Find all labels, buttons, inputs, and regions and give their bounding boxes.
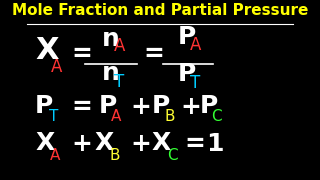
- Text: T: T: [49, 109, 58, 124]
- Text: Mole Fraction and Partial Pressure: Mole Fraction and Partial Pressure: [12, 3, 308, 19]
- Text: +: +: [130, 95, 151, 119]
- Text: =: =: [144, 42, 164, 66]
- Text: A: A: [114, 37, 125, 55]
- Text: A: A: [50, 148, 60, 163]
- Text: B: B: [164, 109, 175, 124]
- Text: X: X: [152, 131, 171, 155]
- Text: A: A: [111, 109, 122, 124]
- Text: T: T: [114, 73, 124, 91]
- Text: n: n: [102, 27, 119, 51]
- Text: +: +: [180, 95, 201, 119]
- Text: X: X: [35, 131, 54, 155]
- Text: n: n: [102, 61, 119, 85]
- Text: P: P: [178, 62, 196, 86]
- Text: +: +: [72, 132, 92, 156]
- Text: C: C: [167, 148, 177, 163]
- Text: C: C: [212, 109, 222, 124]
- Text: P: P: [152, 94, 170, 118]
- Text: A: A: [51, 58, 63, 76]
- Text: P: P: [199, 94, 218, 118]
- Text: P: P: [35, 94, 53, 118]
- Text: =: =: [72, 95, 92, 119]
- Text: +: +: [130, 132, 151, 156]
- Text: X: X: [95, 131, 114, 155]
- Text: 1: 1: [206, 132, 224, 156]
- Text: A: A: [190, 36, 201, 54]
- Text: P: P: [99, 94, 117, 118]
- Text: T: T: [190, 74, 200, 92]
- Text: =: =: [184, 132, 205, 156]
- Text: P: P: [178, 25, 196, 49]
- Text: B: B: [110, 148, 120, 163]
- Text: X: X: [35, 36, 59, 65]
- Text: =: =: [72, 42, 92, 66]
